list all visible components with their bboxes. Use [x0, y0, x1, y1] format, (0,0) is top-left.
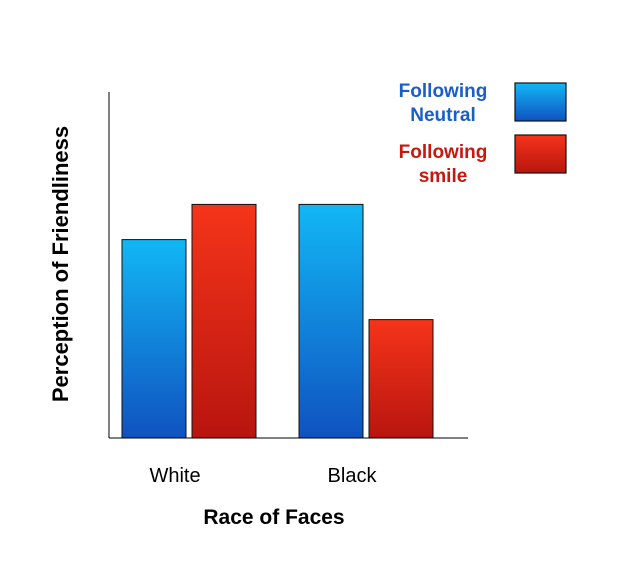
x-tick-label-white: White	[149, 465, 200, 487]
legend-label-series-2-line-2: smile	[419, 166, 468, 187]
legend-swatch-series-1	[514, 82, 567, 122]
legend-swatch-series-2	[514, 134, 567, 174]
bars	[121, 203, 434, 439]
x-axis-title: Race of Faces	[203, 506, 344, 529]
legend-label-series-2-line-1: Following	[399, 142, 488, 163]
bar-white-series-1	[121, 239, 187, 439]
bar-black-series-2	[368, 319, 434, 439]
y-axis-title: Perception of Friendliness	[48, 126, 73, 402]
x-tick-labels: White Black	[149, 465, 377, 487]
legend-label-series-1-line-1: Following	[399, 81, 488, 102]
bar-white-series-2	[191, 203, 257, 439]
legend: Following Neutral Following smile	[399, 81, 567, 187]
legend-label-series-1-line-2: Neutral	[410, 105, 475, 126]
x-tick-label-black: Black	[328, 465, 378, 487]
bar-black-series-1	[298, 203, 364, 439]
